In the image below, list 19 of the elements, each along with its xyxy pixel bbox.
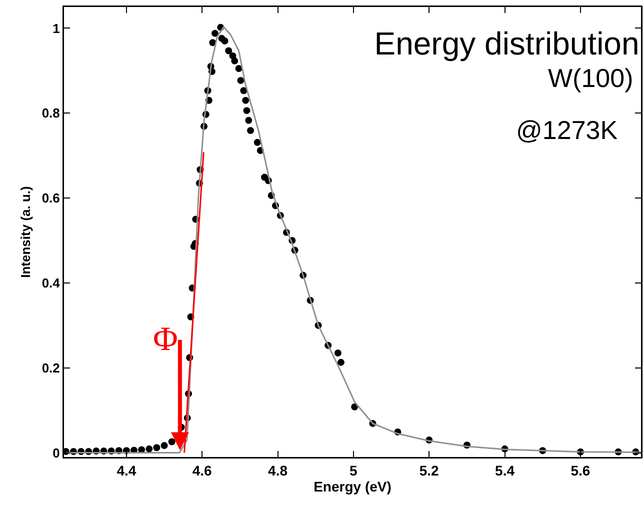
text: Energy distribution bbox=[374, 25, 640, 62]
y-tick-label: 0.6 bbox=[42, 190, 60, 206]
y-tick-label: 0 bbox=[52, 445, 60, 460]
x-tick-label: 4.8 bbox=[268, 462, 288, 478]
y-tick-label: 0.4 bbox=[42, 275, 61, 290]
annotation: Φ bbox=[153, 321, 178, 358]
y-tick-label: 0.8 bbox=[42, 106, 60, 121]
x-tick-label: 5.2 bbox=[419, 462, 440, 478]
x-tick-label: 5.4 bbox=[495, 462, 515, 478]
y-axis-title: Intensity (a. u.) bbox=[18, 186, 34, 278]
x-tick-label: 5.6 bbox=[570, 462, 590, 478]
x-tick-label: 4.6 bbox=[192, 462, 212, 478]
y-tick-label: 0.2 bbox=[42, 360, 60, 376]
annotation: W(100) bbox=[548, 63, 634, 93]
x-tick-label: 4.4 bbox=[116, 462, 136, 478]
y-tick-label: 1 bbox=[52, 20, 60, 36]
x-tick-label: 5 bbox=[350, 462, 358, 478]
x-axis-title: Energy (eV) bbox=[314, 478, 392, 494]
annotation: @1273K bbox=[516, 115, 618, 145]
